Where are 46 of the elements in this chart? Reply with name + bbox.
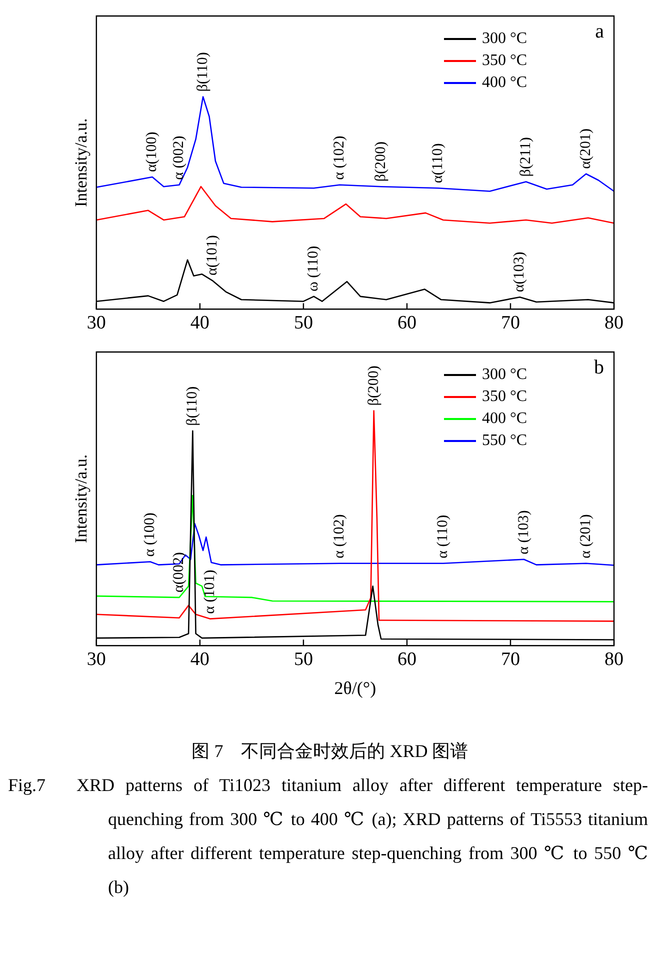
caption: 图 7 不同合金时效后的 XRD 图谱 — [190, 740, 470, 763]
annotation: α (103) — [516, 510, 532, 554]
annotation: α (100) — [142, 512, 158, 557]
legend-label: 400 °C — [482, 74, 528, 92]
annotation: β(110) — [194, 52, 211, 92]
x-tick-label: 30 — [86, 312, 106, 334]
chart-title: a — [595, 20, 604, 42]
annotation: α(110) — [430, 143, 446, 184]
annotation: β(200) — [366, 366, 382, 406]
legend-label: 300 °C — [482, 30, 528, 48]
annotation: α (201) — [578, 514, 594, 558]
annotation: α(002) — [171, 552, 188, 592]
annotation: β(211) — [518, 137, 534, 177]
x-tick-label: 70 — [500, 312, 520, 334]
annotation: α(100) — [144, 132, 160, 172]
chart-title: b — [594, 356, 604, 378]
x-tick-label: 40 — [190, 312, 210, 334]
annotation: α (101) — [202, 570, 218, 614]
x-tick-label: 30 — [86, 648, 106, 670]
annotation: α (102) — [332, 514, 348, 558]
annotation: β(200) — [373, 141, 390, 182]
y-axis-title: Intensity/a.u. — [72, 454, 91, 544]
x-tick-label: 40 — [190, 648, 210, 670]
legend-label: 550 °C — [482, 432, 528, 450]
annotation: α (002) — [171, 136, 188, 180]
annotation: ω (110) — [306, 246, 322, 292]
legend-label: 350 °C — [482, 388, 528, 406]
legend-label: 300 °C — [482, 366, 528, 384]
legend-label: 350 °C — [482, 52, 528, 70]
annotation: α (102) — [332, 136, 348, 180]
x-axis-title: 2θ/(°) — [334, 678, 376, 698]
x-tick-label: 70 — [500, 648, 520, 670]
annotation: β(110) — [184, 386, 201, 426]
y-axis-title: Intensity/a.u. — [72, 118, 91, 207]
x-tick-label: 60 — [397, 648, 416, 670]
x-tick-label: 80 — [604, 648, 624, 670]
x-tick-label: 60 — [397, 312, 416, 334]
annotation: α (110) — [435, 514, 452, 558]
annotation: α(101) — [204, 235, 220, 276]
x-tick-label: 50 — [294, 648, 313, 670]
x-tick-label: 50 — [294, 312, 313, 334]
legend-label: 400 °C — [482, 410, 528, 428]
x-tick-label: 80 — [604, 312, 624, 334]
caption: Fig.7 XRD patterns of Ti1023 titanium alloy after different temperature step-quenching from 300 ℃ to 400 ℃ (a); XRD patterns of Ti5553 titanium alloy after different temperature step-quenching from 300 ℃ to 550 ℃ (b) — [8, 774, 649, 899]
annotation: α(103) — [512, 252, 528, 292]
annotation: α(201) — [578, 128, 594, 169]
